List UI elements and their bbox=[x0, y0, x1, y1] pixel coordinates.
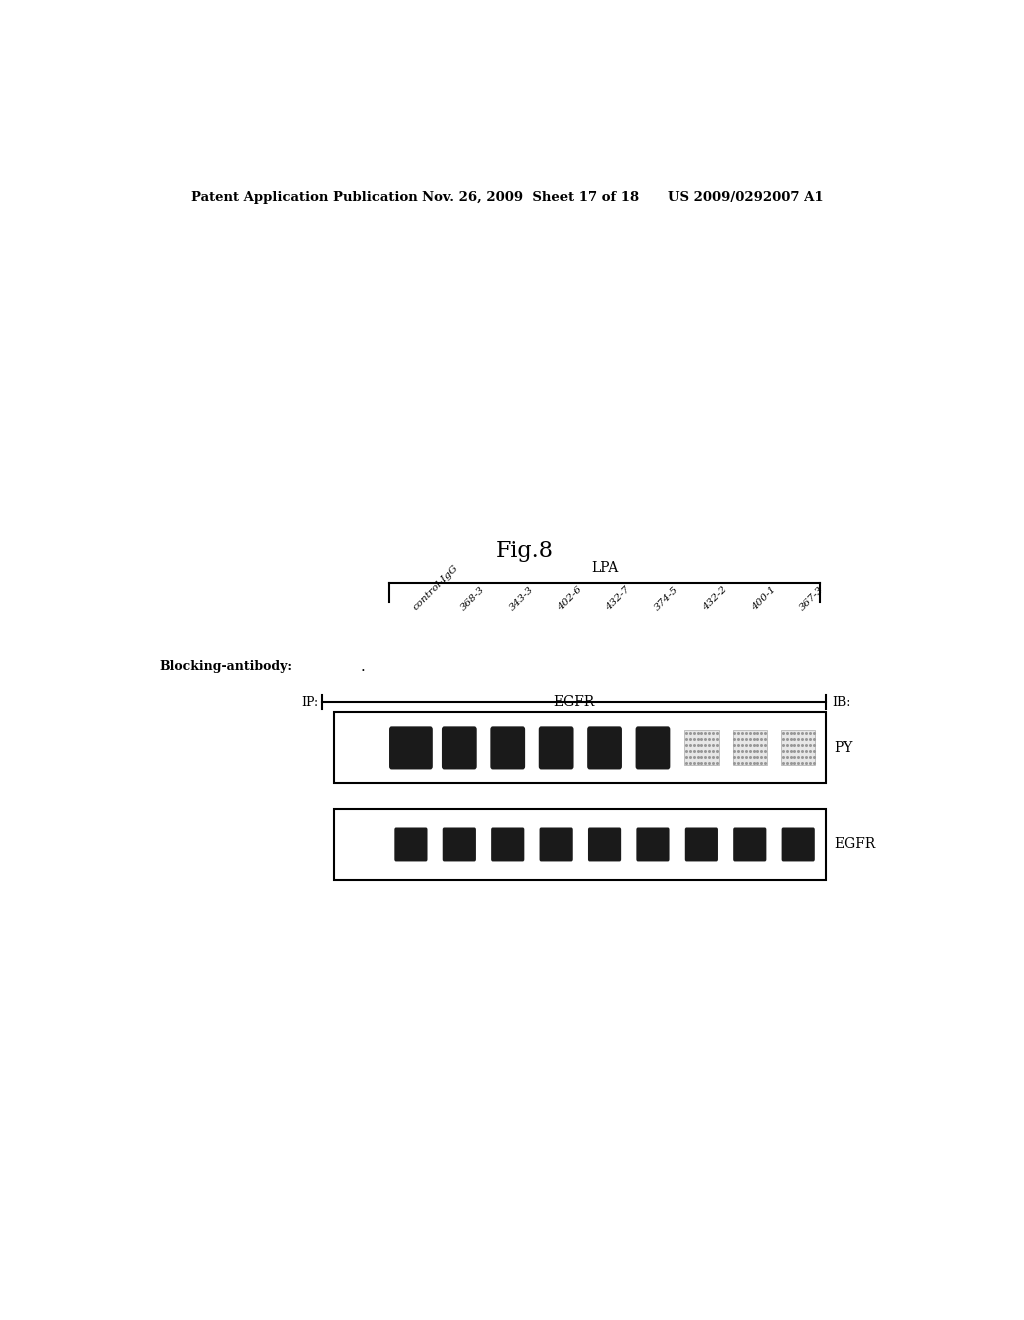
Text: .: . bbox=[360, 660, 365, 673]
Text: LPA: LPA bbox=[591, 561, 618, 576]
Text: 368-3: 368-3 bbox=[460, 585, 486, 612]
Text: 402-6: 402-6 bbox=[556, 585, 584, 612]
FancyBboxPatch shape bbox=[636, 828, 670, 862]
FancyBboxPatch shape bbox=[685, 828, 718, 862]
FancyBboxPatch shape bbox=[539, 726, 573, 770]
FancyBboxPatch shape bbox=[588, 828, 622, 862]
Text: PY: PY bbox=[835, 741, 853, 755]
Bar bbox=[732, 730, 767, 766]
Text: IB:: IB: bbox=[833, 696, 851, 709]
FancyBboxPatch shape bbox=[540, 828, 572, 862]
Text: 343-3: 343-3 bbox=[508, 585, 536, 612]
FancyBboxPatch shape bbox=[587, 726, 622, 770]
Text: 374-5: 374-5 bbox=[653, 585, 681, 612]
FancyBboxPatch shape bbox=[442, 828, 476, 862]
Text: Fig.8: Fig.8 bbox=[496, 540, 554, 561]
FancyBboxPatch shape bbox=[394, 828, 427, 862]
Text: IP:: IP: bbox=[301, 696, 318, 709]
Bar bbox=[334, 809, 826, 880]
FancyBboxPatch shape bbox=[490, 726, 525, 770]
Text: US 2009/0292007 A1: US 2009/0292007 A1 bbox=[668, 191, 823, 203]
Text: EGFR: EGFR bbox=[554, 696, 595, 709]
Text: Blocking-antibody:: Blocking-antibody: bbox=[160, 660, 293, 673]
Text: 367-3: 367-3 bbox=[798, 585, 825, 612]
FancyBboxPatch shape bbox=[389, 726, 433, 770]
Text: EGFR: EGFR bbox=[835, 837, 876, 851]
Text: control-IgG: control-IgG bbox=[411, 564, 460, 612]
Text: Nov. 26, 2009  Sheet 17 of 18: Nov. 26, 2009 Sheet 17 of 18 bbox=[422, 191, 639, 203]
FancyBboxPatch shape bbox=[636, 726, 671, 770]
Bar bbox=[684, 730, 719, 766]
Text: Patent Application Publication: Patent Application Publication bbox=[191, 191, 418, 203]
Bar bbox=[334, 713, 826, 784]
FancyBboxPatch shape bbox=[781, 828, 815, 862]
Text: 432-2: 432-2 bbox=[701, 585, 729, 612]
Bar bbox=[781, 730, 815, 766]
Text: 432-7: 432-7 bbox=[604, 585, 632, 612]
Text: 400-1: 400-1 bbox=[750, 585, 777, 612]
FancyBboxPatch shape bbox=[733, 828, 766, 862]
FancyBboxPatch shape bbox=[442, 726, 477, 770]
FancyBboxPatch shape bbox=[492, 828, 524, 862]
